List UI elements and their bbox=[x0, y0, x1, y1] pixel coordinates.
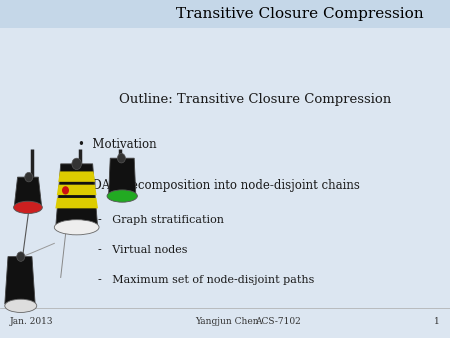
Text: Jan. 2013: Jan. 2013 bbox=[10, 317, 54, 327]
Circle shape bbox=[117, 153, 126, 163]
Text: -   Maximum set of node-disjoint paths: - Maximum set of node-disjoint paths bbox=[98, 275, 315, 285]
FancyBboxPatch shape bbox=[0, 0, 450, 28]
Polygon shape bbox=[56, 164, 98, 224]
Circle shape bbox=[25, 172, 33, 182]
Polygon shape bbox=[58, 171, 95, 182]
Polygon shape bbox=[5, 257, 35, 304]
Circle shape bbox=[62, 186, 69, 195]
Ellipse shape bbox=[14, 201, 42, 214]
Polygon shape bbox=[108, 158, 136, 194]
Text: •  DAG decomposition into node-disjoint chains: • DAG decomposition into node-disjoint c… bbox=[78, 178, 360, 192]
Polygon shape bbox=[14, 177, 41, 206]
Polygon shape bbox=[55, 198, 98, 208]
Text: -   Graph stratification: - Graph stratification bbox=[98, 215, 224, 225]
Text: ACS-7102: ACS-7102 bbox=[255, 317, 301, 327]
Polygon shape bbox=[57, 185, 97, 195]
Text: Transitive Closure Compression: Transitive Closure Compression bbox=[176, 7, 424, 21]
Text: -   Virtual nodes: - Virtual nodes bbox=[98, 245, 188, 255]
Circle shape bbox=[17, 252, 25, 261]
Ellipse shape bbox=[54, 220, 99, 235]
Ellipse shape bbox=[5, 299, 37, 312]
Text: Yangjun Chen: Yangjun Chen bbox=[195, 317, 259, 327]
Ellipse shape bbox=[107, 190, 137, 202]
Text: •  Motivation: • Motivation bbox=[78, 139, 157, 151]
Circle shape bbox=[72, 158, 81, 170]
Text: 1: 1 bbox=[434, 317, 440, 327]
Text: Outline: Transitive Closure Compression: Outline: Transitive Closure Compression bbox=[119, 94, 391, 106]
